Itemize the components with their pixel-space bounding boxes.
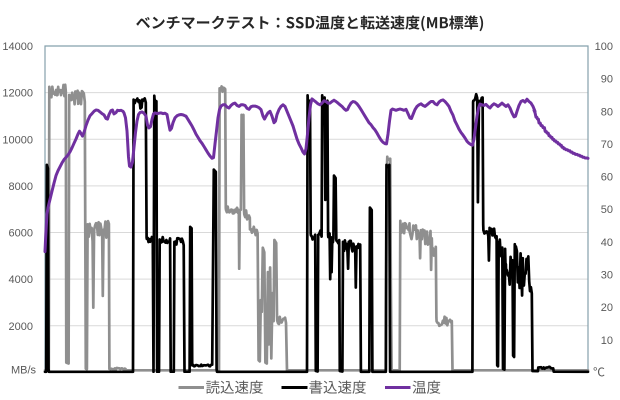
svg-text:50: 50 — [601, 204, 613, 216]
svg-text:6000: 6000 — [9, 228, 33, 240]
svg-text:MB/s: MB/s — [11, 365, 37, 377]
svg-text:10000: 10000 — [2, 134, 33, 146]
svg-text:12000: 12000 — [2, 88, 33, 100]
svg-text:4000: 4000 — [9, 274, 33, 286]
svg-text:100: 100 — [595, 41, 613, 53]
svg-text:10: 10 — [601, 335, 613, 347]
svg-text:20: 20 — [601, 302, 613, 314]
svg-text:2000: 2000 — [9, 321, 33, 333]
svg-text:90: 90 — [601, 74, 613, 86]
svg-text:8000: 8000 — [9, 181, 33, 193]
svg-text:30: 30 — [601, 270, 613, 282]
svg-text:14000: 14000 — [2, 41, 33, 53]
svg-text:70: 70 — [601, 139, 613, 151]
svg-text:60: 60 — [601, 172, 613, 184]
svg-text:40: 40 — [601, 237, 613, 249]
svg-text:80: 80 — [601, 106, 613, 118]
